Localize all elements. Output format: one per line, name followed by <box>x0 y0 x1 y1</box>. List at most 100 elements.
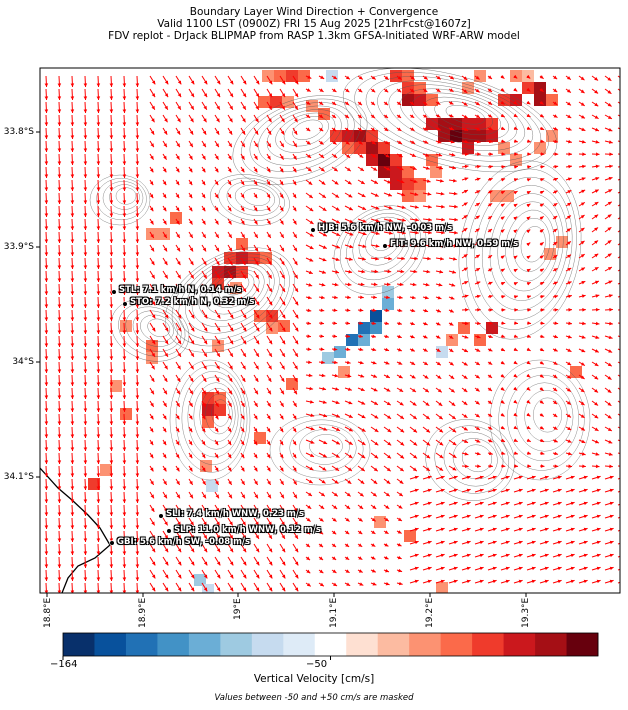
wind-arrow-head <box>621 202 625 205</box>
wind-arrow-head <box>488 387 492 391</box>
wind-arrow-head <box>373 374 377 378</box>
wind-arrow-head <box>583 579 588 584</box>
wind-arrow-head <box>583 566 588 571</box>
wind-arrow-head <box>96 200 101 204</box>
wind-arrow-head <box>228 467 232 472</box>
wind-arrow-head <box>500 347 505 351</box>
updraft-cell <box>170 212 182 224</box>
wind-arrow-head <box>203 587 208 592</box>
wind-arrow-head <box>266 207 271 212</box>
wind-arrow-head <box>609 501 614 506</box>
wind-arrow-head <box>450 139 455 144</box>
wind-arrow-head <box>164 274 168 279</box>
wind-arrow-head <box>268 274 272 279</box>
colorbar-swatch <box>472 633 504 656</box>
wind-arrow-head <box>267 247 272 252</box>
wind-arrow-head <box>475 361 480 366</box>
contour-line <box>346 213 416 281</box>
wind-arrow-shaft <box>617 282 620 285</box>
wind-arrow-head <box>322 232 327 237</box>
wind-arrow-head <box>526 282 531 286</box>
wind-arrow-head <box>476 190 481 194</box>
wind-arrow-head <box>609 553 614 558</box>
wind-arrow-head <box>57 590 62 593</box>
wind-arrow-head <box>400 441 405 446</box>
wind-arrow-head <box>319 530 324 535</box>
wind-arrow-head <box>488 281 493 286</box>
wind-arrow-head <box>44 252 49 256</box>
wind-arrow-head <box>449 101 454 105</box>
wind-arrow-head <box>544 527 549 532</box>
wind-arrow-head <box>387 428 392 433</box>
wind-arrow-head <box>253 168 258 173</box>
wind-arrow-head <box>268 587 273 592</box>
wind-arrow-head <box>594 202 599 206</box>
wind-arrow-head <box>109 499 114 503</box>
wind-arrow-head <box>452 466 457 471</box>
wind-arrow-head <box>438 153 443 157</box>
wind-arrow-head <box>476 177 481 181</box>
wind-arrow-head <box>371 140 376 145</box>
wind-arrow-head <box>177 534 181 539</box>
wind-arrow-head <box>308 492 312 496</box>
wind-arrow-head <box>281 288 286 293</box>
wind-arrow-head <box>321 373 326 378</box>
wind-arrow-head <box>488 451 493 456</box>
wind-arrow-head <box>83 109 88 113</box>
wind-arrow-head <box>449 335 454 339</box>
wind-arrow-head <box>527 321 532 325</box>
wind-arrow-head <box>476 127 481 131</box>
wind-arrow-head <box>427 566 432 571</box>
wind-arrow-head <box>540 281 545 286</box>
wind-arrow-head <box>505 553 510 558</box>
wind-arrow-head <box>320 505 325 509</box>
wind-arrow-head <box>567 254 571 259</box>
wind-arrow-head <box>70 135 75 139</box>
wind-arrow-head <box>242 288 247 293</box>
wind-arrow-head <box>557 579 562 584</box>
wind-arrow-head <box>436 127 441 131</box>
wind-arrow-head <box>190 352 194 357</box>
wind-arrow-head <box>622 152 626 156</box>
wind-arrow-head <box>400 269 405 274</box>
wind-arrow-head <box>164 548 169 553</box>
lon-label-19-3: 19.3°E <box>521 597 531 628</box>
updraft-cell <box>438 130 450 142</box>
wind-arrow-head <box>188 168 193 173</box>
wind-arrow-head <box>361 193 366 197</box>
wind-arrow-head <box>203 340 208 345</box>
wind-arrow-head <box>96 343 101 347</box>
wind-arrow-head <box>607 227 612 231</box>
wind-arrow-head <box>580 254 585 258</box>
wind-arrow-head <box>190 340 195 345</box>
wind-arrow-head <box>580 89 585 94</box>
wind-arrow-head <box>44 278 49 282</box>
wind-arrow-head <box>373 282 378 287</box>
wind-arrow-head <box>122 421 127 425</box>
wind-arrow-head <box>453 540 458 545</box>
wind-arrow-head <box>164 314 169 319</box>
wind-arrow-head <box>320 492 325 497</box>
wind-arrow-head <box>440 501 445 506</box>
wind-arrow-head <box>281 301 286 306</box>
wind-arrow-head <box>202 402 206 407</box>
wind-arrow-head <box>281 105 285 110</box>
wind-arrow-head <box>479 579 484 584</box>
wind-arrow-head <box>109 135 114 139</box>
wind-arrow-shaft <box>617 516 620 519</box>
wind-arrow-head <box>279 181 284 186</box>
wind-arrow-head <box>135 421 140 425</box>
wind-arrow-head <box>109 304 114 308</box>
wind-arrow-head <box>539 255 544 259</box>
wind-arrow-shaft <box>617 75 620 79</box>
wind-arrow-head <box>241 155 245 160</box>
wind-arrow-head <box>557 514 562 519</box>
wind-arrow-head <box>57 161 62 165</box>
wind-arrow-head <box>594 427 599 431</box>
wind-arrow-head <box>292 441 297 446</box>
wind-arrow-head <box>122 486 127 490</box>
wind-arrow-head <box>254 220 258 225</box>
wind-arrow-head <box>594 227 599 232</box>
wind-arrow-head <box>402 218 406 222</box>
wind-arrow-head <box>83 408 88 412</box>
